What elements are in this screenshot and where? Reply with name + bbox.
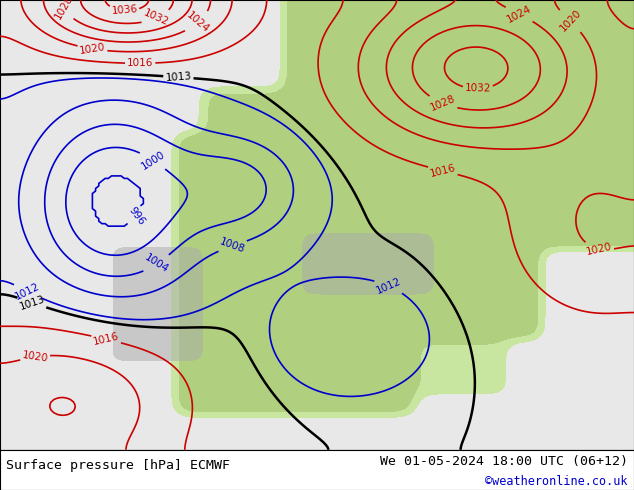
Text: 1000: 1000	[139, 149, 167, 172]
Text: ©weatheronline.co.uk: ©weatheronline.co.uk	[485, 475, 628, 488]
Text: 1016: 1016	[429, 163, 457, 179]
Text: 1020: 1020	[558, 8, 583, 34]
Text: 1008: 1008	[219, 237, 247, 255]
Text: 1013: 1013	[165, 71, 192, 83]
Text: 1012: 1012	[375, 276, 403, 296]
Text: 1028: 1028	[53, 0, 75, 21]
Text: 1020: 1020	[585, 241, 613, 257]
Text: 1032: 1032	[465, 83, 491, 94]
Text: 1020: 1020	[79, 42, 106, 56]
Text: 1032: 1032	[142, 8, 170, 28]
Text: Surface pressure [hPa] ECMWF: Surface pressure [hPa] ECMWF	[6, 459, 230, 471]
Text: 996: 996	[127, 205, 147, 227]
Text: 1016: 1016	[92, 331, 120, 347]
Text: We 01-05-2024 18:00 UTC (06+12): We 01-05-2024 18:00 UTC (06+12)	[380, 455, 628, 467]
Text: 1004: 1004	[143, 253, 171, 275]
Text: 1013: 1013	[18, 294, 46, 312]
Text: 1024: 1024	[505, 3, 533, 24]
Text: 1024: 1024	[184, 10, 211, 35]
Text: 1036: 1036	[111, 4, 138, 17]
Text: 1012: 1012	[13, 281, 42, 302]
Text: 1016: 1016	[127, 58, 153, 68]
Text: 1020: 1020	[22, 350, 49, 364]
Text: 1028: 1028	[429, 94, 457, 113]
